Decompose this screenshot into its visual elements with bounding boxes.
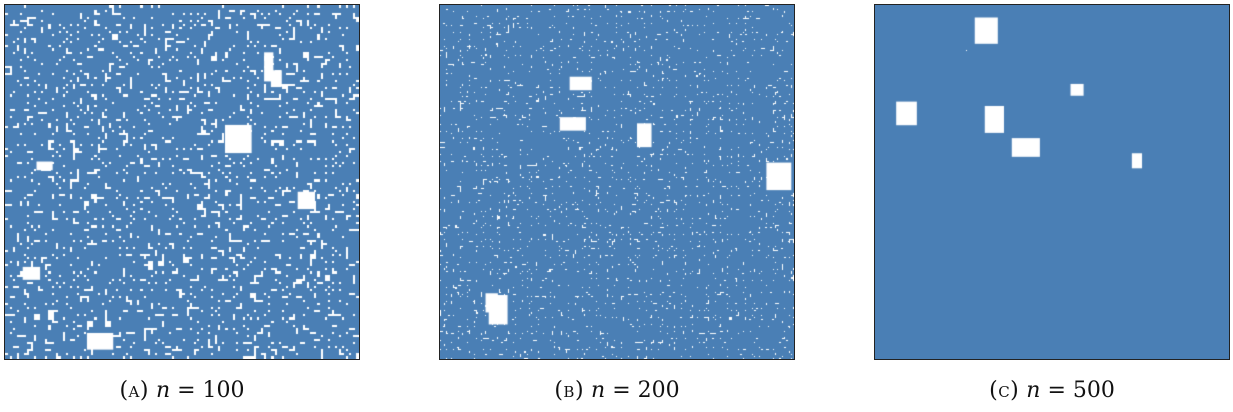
caption-c: (c) n = 500 bbox=[874, 378, 1230, 403]
panel-c bbox=[874, 4, 1230, 360]
caption-value: 100 bbox=[202, 378, 245, 403]
panel-a bbox=[4, 4, 360, 360]
lattice-plot-c bbox=[874, 4, 1230, 360]
caption-equals: = bbox=[177, 378, 196, 403]
caption-value: 500 bbox=[1072, 378, 1115, 403]
caption-a: (a) n = 100 bbox=[4, 378, 360, 403]
caption-variable: n bbox=[591, 378, 606, 403]
panel-b bbox=[439, 4, 795, 360]
caption-label: (a) bbox=[119, 378, 149, 403]
caption-variable: n bbox=[155, 378, 171, 403]
lattice-plot-a bbox=[4, 4, 360, 360]
caption-label: (c) bbox=[989, 378, 1020, 403]
caption-b: (b) n = 200 bbox=[439, 378, 795, 403]
caption-label: (b) bbox=[554, 378, 585, 403]
caption-value: 200 bbox=[637, 378, 680, 403]
caption-equals: = bbox=[612, 378, 631, 403]
caption-equals: = bbox=[1047, 378, 1066, 403]
lattice-plot-b bbox=[439, 4, 795, 360]
caption-variable: n bbox=[1026, 378, 1041, 403]
